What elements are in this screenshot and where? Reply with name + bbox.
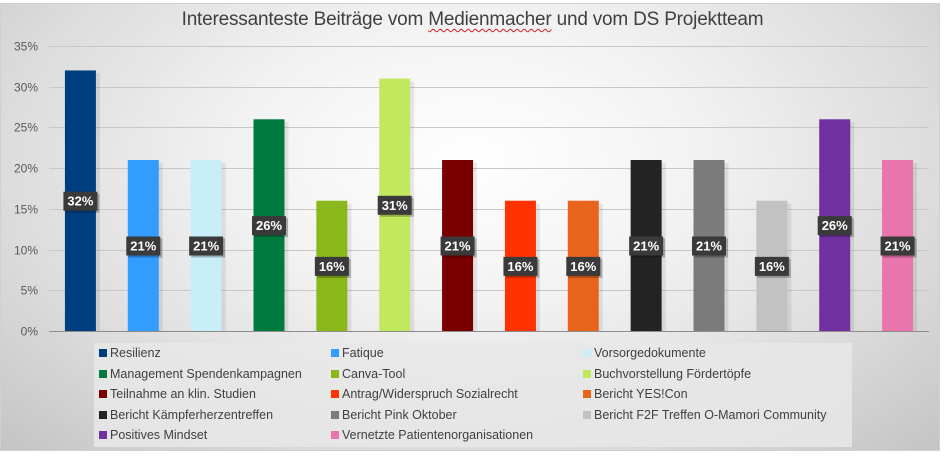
y-tick-label: 5%	[21, 284, 39, 298]
y-tick-label: 20%	[14, 162, 38, 176]
data-label: 21%	[445, 239, 471, 254]
y-axis: 0% 5% 10% 15% 20% 25% 30% 35%	[14, 40, 38, 339]
data-label-box	[692, 236, 726, 256]
y-tick-label: 0%	[21, 325, 39, 339]
legend-item: Buchvorstellung Fördertöpfe	[583, 367, 751, 381]
legend-label: Bericht Pink Oktober	[342, 407, 457, 422]
legend-label: Vorsorgedokumente	[594, 346, 706, 360]
data-label-box	[252, 216, 286, 236]
legend-swatch	[331, 431, 339, 439]
legend-item: Fatique	[331, 346, 384, 360]
legend-label: Vernetzte Patientenorganisationen	[342, 428, 534, 442]
legend-swatch	[583, 410, 591, 419]
y-tick-label: 35%	[14, 40, 38, 54]
data-label: 21%	[696, 239, 722, 254]
gridlines	[49, 46, 929, 332]
legend-swatch	[331, 369, 339, 378]
legend-label: Antrag/Widerspruch Sozialrecht	[342, 387, 518, 401]
data-label: 32%	[67, 194, 93, 209]
legend-swatch	[331, 349, 339, 357]
legend-label: Management Spendenkampagnen	[110, 366, 302, 381]
title-part: und vom DS Projektteam	[551, 9, 764, 30]
data-label-box	[754, 256, 789, 276]
legend-label: Teilnahme an klin. Studien	[110, 387, 256, 401]
legend-label: Bericht YES!Con	[594, 387, 688, 401]
legend-item: Bericht Kämpferherzentreffen	[99, 408, 273, 422]
data-label-box	[189, 236, 224, 256]
data-labels: 32% 21% 21% 26% 16% 31% 21% 16% 16% 21% 21% 16% 26% 2…	[63, 191, 917, 278]
legend-label: Positives Mindset	[110, 428, 208, 442]
legend-item: Canva-Tool	[331, 367, 405, 381]
legend-item: Vernetzte Patientenorganisationen	[331, 428, 533, 442]
data-label-box	[880, 236, 915, 256]
title-part: Interessanteste Beiträge vom	[181, 9, 429, 30]
data-label-box	[817, 216, 852, 236]
data-label-box	[503, 256, 538, 276]
data-label-box	[566, 256, 601, 276]
legend-swatch	[99, 349, 107, 357]
legend-item: Management Spendenkampagnen	[99, 367, 302, 381]
data-label: 26%	[822, 218, 848, 233]
legend-label: Fatique	[342, 346, 384, 360]
data-label: 31%	[382, 198, 408, 213]
legend-swatch	[99, 390, 107, 398]
legend-label: Bericht F2F Treffen O-Mamori Community	[594, 407, 827, 422]
legend-swatch	[583, 390, 591, 398]
data-label-box	[440, 236, 475, 256]
legend-swatch	[331, 390, 339, 398]
legend-label: Bericht Kämpferherzentreffen	[110, 407, 274, 422]
legend-swatch	[99, 369, 107, 378]
chart-title: Interessanteste Beiträge vom Medienmache…	[0, 9, 945, 31]
data-label: 16%	[319, 259, 345, 274]
legend-item: Antrag/Widerspruch Sozialrecht	[331, 387, 518, 401]
data-label-box	[314, 256, 349, 276]
legend-swatch	[99, 410, 107, 419]
bars	[64, 70, 918, 332]
legend-item: Bericht Pink Oktober	[331, 408, 457, 422]
legend-item: Resilienz	[99, 346, 161, 360]
data-label: 21%	[885, 239, 911, 254]
data-label-box	[126, 236, 161, 256]
y-tick-label: 10%	[14, 244, 38, 258]
legend-swatch	[583, 349, 591, 357]
data-label: 16%	[570, 259, 596, 274]
legend-item: Vorsorgedokumente	[583, 346, 706, 360]
legend-item: Teilnahme an klin. Studien	[99, 387, 256, 401]
data-label: 16%	[759, 259, 785, 274]
data-label-box	[377, 195, 412, 215]
data-label: 21%	[193, 239, 219, 254]
y-tick-label: 30%	[14, 81, 38, 95]
data-label: 21%	[633, 239, 659, 254]
data-label-box	[629, 236, 664, 256]
data-label: 16%	[507, 259, 533, 274]
y-tick-label: 15%	[14, 203, 38, 217]
legend-label: Canva-Tool	[342, 366, 406, 381]
data-label: 21%	[130, 239, 156, 254]
legend-swatch	[583, 369, 591, 378]
legend-item: Bericht F2F Treffen O-Mamori Community	[583, 408, 826, 422]
y-tick-label: 25%	[14, 121, 38, 135]
legend-label: Resilienz	[110, 346, 161, 360]
title-part-spellcheck: Medienmacher	[428, 9, 552, 30]
legend: Resilienz Fatique Vorsorgedokumente Managem…	[94, 343, 852, 447]
legend-item: Positives Mindset	[99, 428, 207, 442]
data-label: 26%	[256, 218, 282, 233]
legend-item: Bericht YES!Con	[583, 387, 688, 401]
legend-swatch	[99, 431, 107, 439]
legend-swatch	[331, 410, 339, 419]
data-label-box	[63, 191, 98, 211]
legend-label: Buchvorstellung Fördertöpfe	[594, 366, 752, 381]
